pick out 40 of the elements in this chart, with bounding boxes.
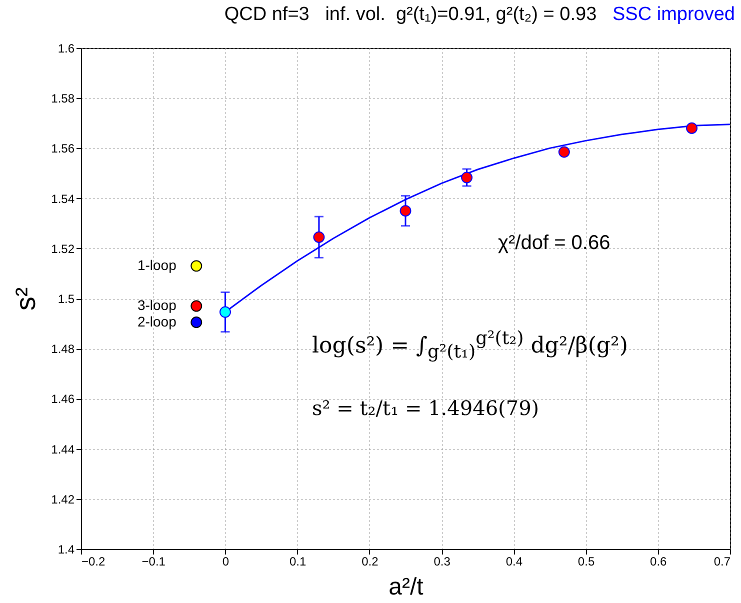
point	[190, 316, 202, 328]
x-tick-label: −0.1	[142, 554, 166, 568]
x-tick-label: 0.3	[434, 554, 451, 568]
point	[190, 260, 202, 272]
annotation: log(s²) = ∫$_{g²(t₁)}$$^{g²(t₂)}$ dg²/β(g²)	[312, 328, 628, 363]
y-tick-label: 1.6	[58, 42, 75, 56]
point	[219, 306, 231, 318]
x-tick-label: 0.5	[578, 554, 595, 568]
y-tick-label: 1.54	[51, 192, 75, 206]
y-tick-label: 1.42	[51, 492, 75, 506]
annotation: χ²/dof = 0.66	[498, 232, 610, 255]
annotation: s² = t₂/t₁ = 1.4946(79)	[312, 396, 540, 420]
y-tick-label: 1.52	[51, 242, 75, 256]
point	[190, 300, 202, 312]
y-tick-label: 1.4	[58, 542, 75, 556]
x-tick-label: 0.2	[362, 554, 379, 568]
x-axis-title: a²/t	[388, 574, 424, 600]
y-tick-label: 1.46	[51, 392, 75, 406]
x-tick-label: 0.4	[506, 554, 523, 568]
y-tick-label: 1.58	[51, 92, 75, 106]
x-tick-label: −0.2	[82, 554, 106, 568]
chart-title: QCD nf=3 inf. vol. g²(t₁)=0.91, g²(t₂) = 0.93	[224, 4, 597, 25]
x-tick-label: 0	[222, 554, 230, 568]
x-tick-label: 0.7	[714, 554, 731, 568]
point	[313, 231, 325, 243]
point	[400, 205, 412, 217]
y-tick-label: 1.44	[51, 442, 75, 456]
chart-subtitle: SSC improved	[612, 4, 735, 25]
point	[461, 172, 473, 184]
y-tick-label: 1.48	[51, 342, 75, 356]
x-tick-label: 0.6	[650, 554, 668, 568]
y-tick-label: 1.5	[58, 292, 75, 306]
series-label: 1-loop	[137, 256, 177, 273]
point	[686, 122, 698, 134]
series-label: 3-loop	[137, 297, 177, 314]
x-tick-label: 0.1	[289, 554, 306, 568]
point	[558, 146, 570, 158]
series-label: 2-loop	[137, 313, 177, 330]
y-axis-title: s²	[10, 287, 42, 311]
y-tick-label: 1.56	[51, 142, 75, 156]
